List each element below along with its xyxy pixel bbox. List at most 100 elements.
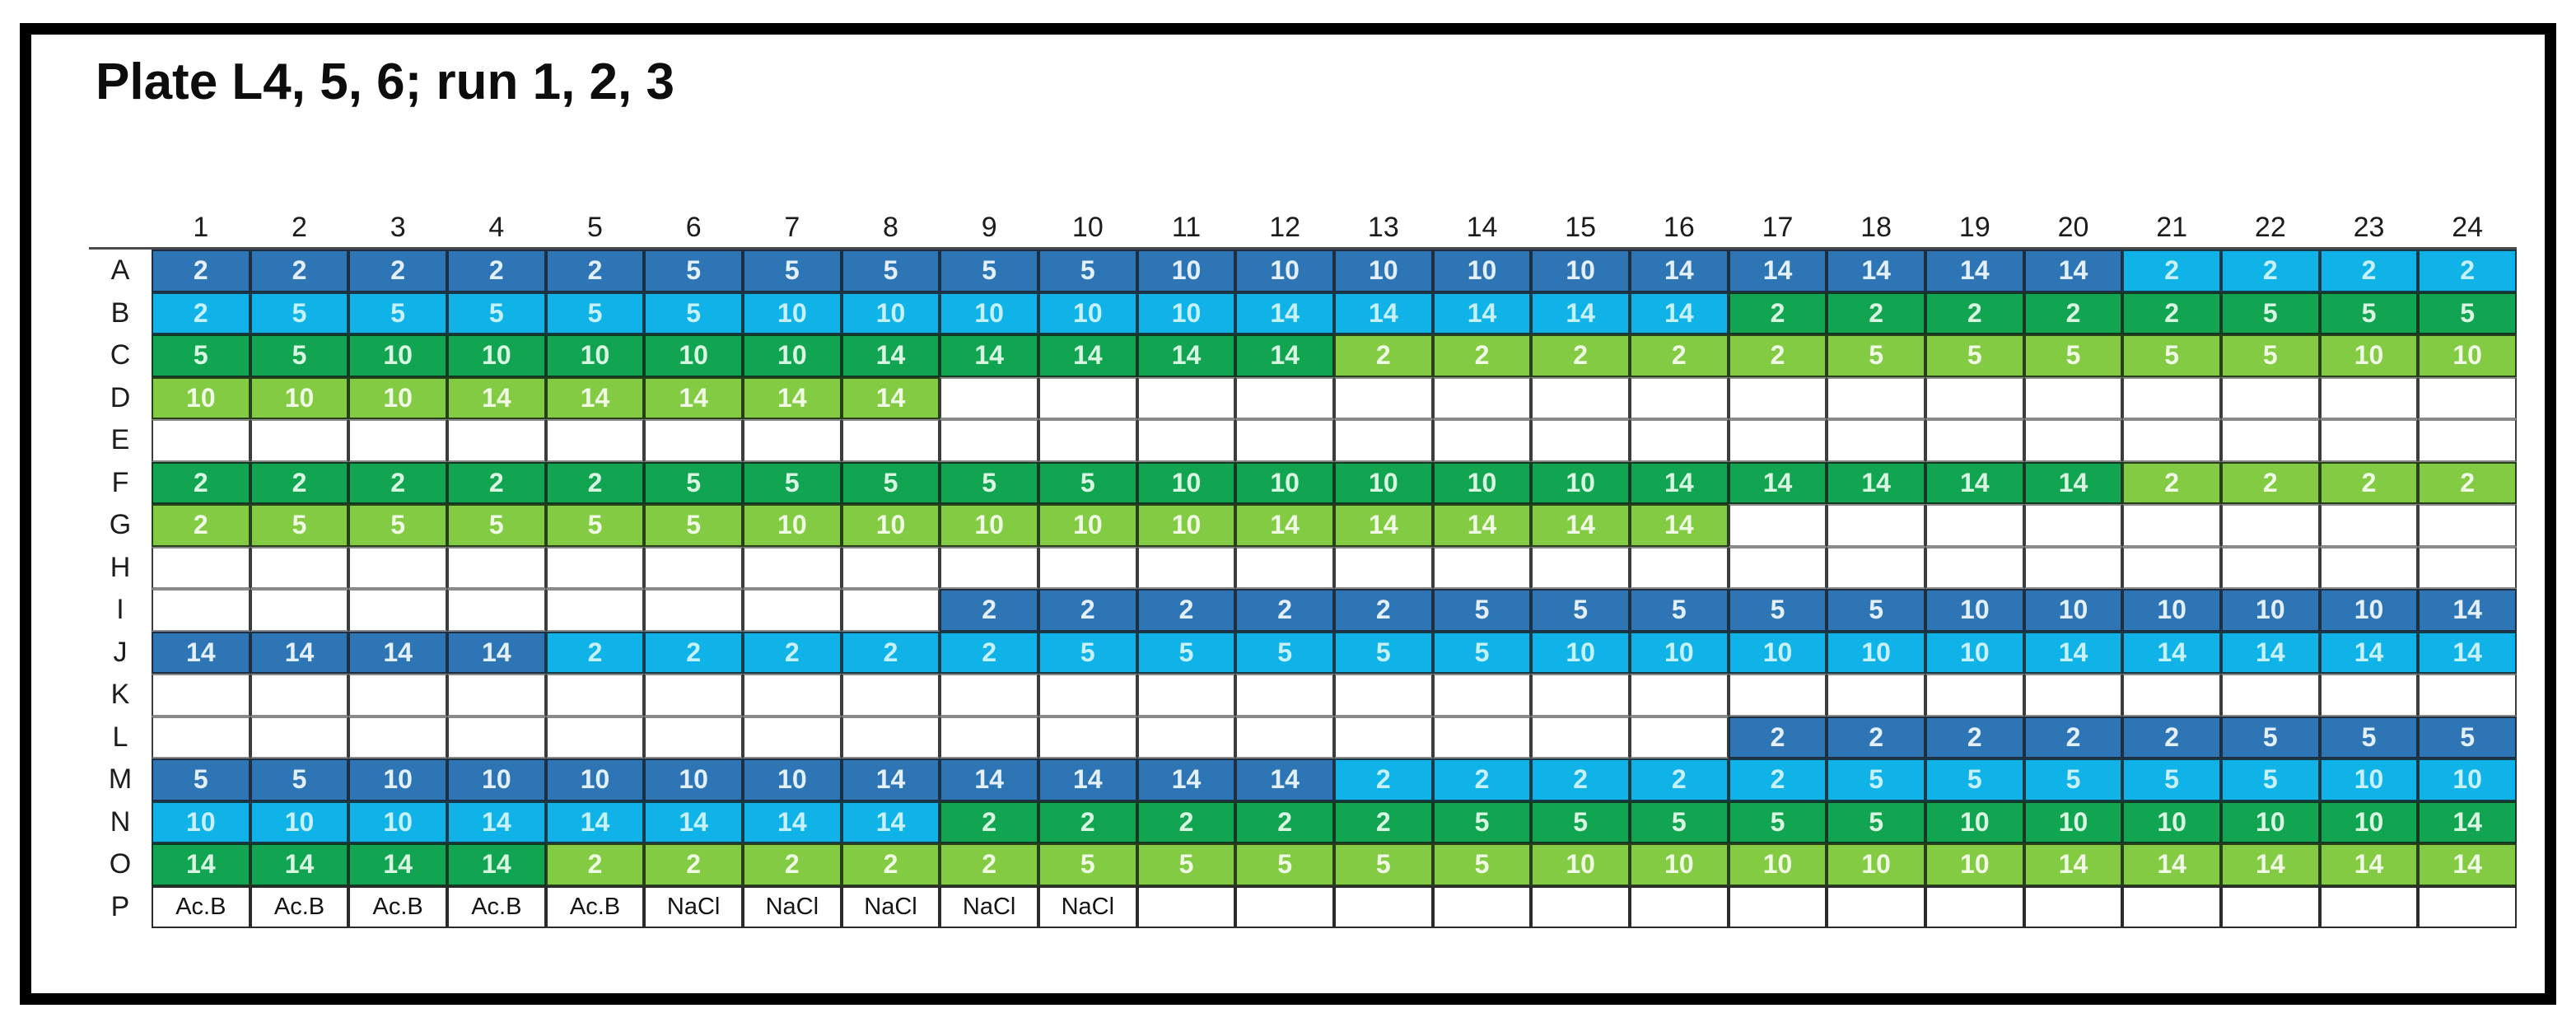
plate-cell <box>2319 376 2419 419</box>
plate-cell <box>841 674 940 717</box>
plate-cell: 5 <box>1333 843 1433 886</box>
plate-cell: 5 <box>2220 716 2320 759</box>
plate-cell <box>940 376 1038 419</box>
plate-cell: 2 <box>545 250 645 292</box>
plate-cell: 10 <box>1925 843 2024 886</box>
plate-cell: 14 <box>446 801 546 843</box>
plate-cell: 5 <box>940 250 1038 292</box>
column-header: 22 <box>2254 212 2286 243</box>
plate-cell: 5 <box>1531 801 1630 843</box>
plate-cell: 10 <box>1629 631 1729 674</box>
plate-cell: 14 <box>1728 250 1827 292</box>
column-header: 9 <box>981 212 997 243</box>
plate-cell <box>1629 546 1729 589</box>
plate-cell: 10 <box>1136 292 1236 334</box>
plate-cell: 14 <box>250 843 349 886</box>
plate-cell: 2 <box>1629 759 1729 801</box>
row-label: B <box>89 292 152 334</box>
plate-cell: 14 <box>1235 759 1334 801</box>
plate-cell <box>1136 376 1236 419</box>
plate-cell <box>1531 674 1630 717</box>
plate-cell: 10 <box>348 801 447 843</box>
plate-cell: 10 <box>742 504 842 547</box>
plate-cell: 10 <box>1728 631 1827 674</box>
plate-cell <box>1728 674 1827 717</box>
plate-cell: 2 <box>1827 716 1925 759</box>
plate-cell: 2 <box>1728 716 1827 759</box>
plate-cell: 10 <box>2418 759 2517 801</box>
plate-cell: 10 <box>152 376 250 419</box>
plate-cell: 2 <box>841 843 940 886</box>
plate-cell: 14 <box>1531 504 1630 547</box>
plate-cell <box>1136 885 1236 928</box>
plate-cell: 5 <box>841 250 940 292</box>
plate-cell: 2 <box>1531 759 1630 801</box>
plate-cell <box>1531 546 1630 589</box>
plate-cell: 10 <box>1925 801 2024 843</box>
row-label: C <box>89 334 152 377</box>
plate-cell: 14 <box>2023 250 2123 292</box>
plate-cell <box>1531 376 1630 419</box>
plate-cell: 5 <box>1038 461 1137 504</box>
plate-cell: 10 <box>545 334 645 377</box>
plate-cell: 5 <box>250 292 349 334</box>
plate-cell <box>2418 546 2517 589</box>
plate-cell <box>1827 419 1925 462</box>
plate-cell: 2 <box>1531 334 1630 377</box>
plate-cell: 5 <box>644 461 743 504</box>
plate-cell: 2 <box>2220 461 2320 504</box>
plate-cell <box>348 589 447 632</box>
plate-cell: 14 <box>2023 631 2123 674</box>
plate-cell: 5 <box>644 292 743 334</box>
plate-cell: 10 <box>2023 801 2123 843</box>
plate-cell <box>446 546 546 589</box>
plate-cell: 10 <box>1827 631 1925 674</box>
plate-cell: 14 <box>2418 589 2517 632</box>
plate-cell <box>1333 716 1433 759</box>
plate-cell: 2 <box>940 843 1038 886</box>
plate-cell: 2 <box>1827 292 1925 334</box>
plate-cell <box>152 674 250 717</box>
plate-cell <box>1136 419 1236 462</box>
plate-body: A 2 2 2 2 2 5 5 5 5 5 10 10 10 10 10 14 14 14 14 14 2 2 2 2 B 2 5 5 5… <box>89 247 2517 928</box>
plate-cell: 14 <box>2220 631 2320 674</box>
column-header: 16 <box>1663 212 1695 243</box>
plate-cell <box>1728 504 1827 547</box>
row-label: L <box>89 716 152 759</box>
plate-cell: 2 <box>446 250 546 292</box>
plate-cell <box>1432 419 1532 462</box>
plate-cell: 2 <box>742 843 842 886</box>
plate-cell: 5 <box>2122 759 2221 801</box>
plate-cell: 14 <box>1333 292 1433 334</box>
plate-cell: 2 <box>1629 334 1729 377</box>
plate-cell: 5 <box>2220 334 2320 377</box>
plate-cell <box>1235 419 1334 462</box>
plate-cell <box>1827 546 1925 589</box>
plate-cell: NaCl <box>1038 885 1137 928</box>
plate-cell: 2 <box>250 461 349 504</box>
plate-cell <box>2122 674 2221 717</box>
plate-cell: 14 <box>2122 631 2221 674</box>
plate-cell: NaCl <box>644 885 743 928</box>
plate-cell: 5 <box>1827 334 1925 377</box>
plate-cell: 5 <box>348 504 447 547</box>
plate-cell: 5 <box>1432 843 1532 886</box>
plate-cell <box>152 546 250 589</box>
row-label: G <box>89 504 152 547</box>
plate-cell: 14 <box>1629 292 1729 334</box>
plate-cell <box>1827 376 1925 419</box>
plate-cell <box>1432 376 1532 419</box>
plate-cell <box>152 716 250 759</box>
plate-cell <box>2122 376 2221 419</box>
plate-cell: 10 <box>1531 631 1630 674</box>
plate-cell: 2 <box>742 631 842 674</box>
plate-cell: 14 <box>644 376 743 419</box>
plate-cell: 2 <box>152 250 250 292</box>
plate-cell: 10 <box>2220 589 2320 632</box>
plate-cell <box>644 419 743 462</box>
plate-cell <box>1531 885 1630 928</box>
plate-cell: 10 <box>644 334 743 377</box>
plate-cell <box>2023 419 2123 462</box>
plate-cell <box>1827 504 1925 547</box>
plate-cell: 10 <box>1136 504 1236 547</box>
